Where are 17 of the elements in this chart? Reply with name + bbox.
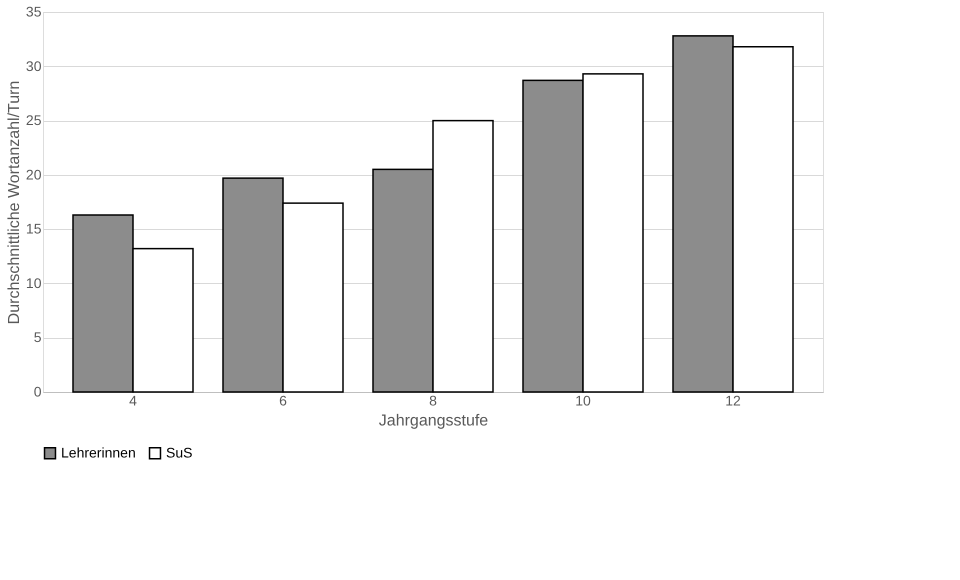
x-tick-label: 12: [725, 392, 741, 408]
legend-label: Lehrerinnen: [61, 444, 136, 460]
x-tick-label: 6: [279, 392, 288, 408]
y-tick-label: 5: [34, 329, 42, 346]
legend-label: SuS: [166, 444, 192, 460]
y-tick-label: 15: [26, 220, 42, 237]
y-tick-label: 25: [26, 112, 42, 128]
y-tick-label: 0: [34, 384, 42, 400]
x-tick-label: 8: [429, 392, 438, 408]
y-tick-label: 20: [26, 166, 42, 182]
x-tick-label: 10: [575, 392, 591, 408]
y-tick-label: 10: [26, 274, 42, 291]
x-axis-title: Jahrgangsstufe: [378, 412, 488, 430]
y-axis-title: Durchschnittliche Wortanzahl/Turn: [6, 80, 23, 324]
y-tick-label: 35: [26, 4, 42, 20]
y-tick-label: 30: [26, 58, 42, 74]
x-tick-label: 4: [129, 392, 138, 408]
